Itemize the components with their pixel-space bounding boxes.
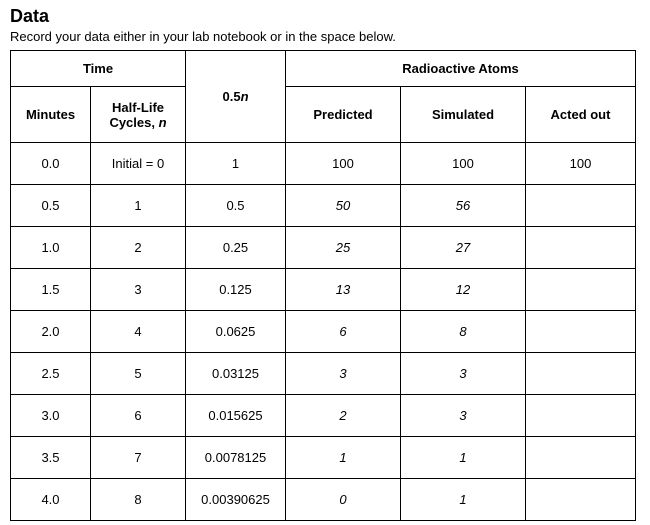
cell-minutes: 1.5 [11, 269, 91, 311]
header-time-group: Time [11, 51, 186, 87]
cell-predicted: 50 [286, 185, 401, 227]
table-row: 0.0Initial = 01100100100 [11, 143, 636, 185]
cell-predicted: 2 [286, 395, 401, 437]
cell-simulated: 27 [401, 227, 526, 269]
cell-simulated: 3 [401, 395, 526, 437]
cell-simulated: 1 [401, 437, 526, 479]
table-row: 3.060.01562523 [11, 395, 636, 437]
cell-predicted: 3 [286, 353, 401, 395]
cell-predicted: 1 [286, 437, 401, 479]
cell-cycles: 5 [91, 353, 186, 395]
cell-simulated: 12 [401, 269, 526, 311]
cell-05n: 1 [186, 143, 286, 185]
header-cycles-line2-italic: n [159, 115, 167, 130]
header-05n: 0.5n [186, 51, 286, 143]
cell-05n: 0.00390625 [186, 479, 286, 521]
table-row: 0.510.55056 [11, 185, 636, 227]
cell-05n: 0.25 [186, 227, 286, 269]
cell-predicted: 13 [286, 269, 401, 311]
cell-minutes: 4.0 [11, 479, 91, 521]
cell-cycles: 3 [91, 269, 186, 311]
cell-cycles: 6 [91, 395, 186, 437]
cell-minutes: 0.0 [11, 143, 91, 185]
cell-simulated: 56 [401, 185, 526, 227]
cell-minutes: 3.5 [11, 437, 91, 479]
cell-acted-out [526, 353, 636, 395]
cell-05n: 0.015625 [186, 395, 286, 437]
cell-predicted: 25 [286, 227, 401, 269]
header-minutes: Minutes [11, 87, 91, 143]
cell-simulated: 8 [401, 311, 526, 353]
table-row: 1.530.1251312 [11, 269, 636, 311]
cell-acted-out: 100 [526, 143, 636, 185]
cell-cycles: 7 [91, 437, 186, 479]
cell-05n: 0.5 [186, 185, 286, 227]
table-row: 1.020.252527 [11, 227, 636, 269]
cell-minutes: 0.5 [11, 185, 91, 227]
page-title: Data [10, 6, 640, 27]
header-cycles-line2-pre: Cycles, [109, 115, 158, 130]
table-row: 3.570.007812511 [11, 437, 636, 479]
header-cycles: Half-Life Cycles, n [91, 87, 186, 143]
cell-05n: 0.0078125 [186, 437, 286, 479]
cell-minutes: 3.0 [11, 395, 91, 437]
header-radioactive-group: Radioactive Atoms [286, 51, 636, 87]
cell-predicted: 6 [286, 311, 401, 353]
cell-minutes: 1.0 [11, 227, 91, 269]
cell-acted-out [526, 479, 636, 521]
cell-minutes: 2.0 [11, 311, 91, 353]
header-acted-out: Acted out [526, 87, 636, 143]
cell-minutes: 2.5 [11, 353, 91, 395]
cell-acted-out [526, 311, 636, 353]
cell-acted-out [526, 185, 636, 227]
header-cycles-line1: Half-Life [112, 100, 164, 115]
cell-simulated: 3 [401, 353, 526, 395]
cell-simulated: 100 [401, 143, 526, 185]
cell-predicted: 0 [286, 479, 401, 521]
cell-05n: 0.0625 [186, 311, 286, 353]
table-row: 4.080.0039062501 [11, 479, 636, 521]
cell-predicted: 100 [286, 143, 401, 185]
page-subtitle: Record your data either in your lab note… [10, 29, 640, 44]
data-table: Time 0.5n Radioactive Atoms Minutes Half… [10, 50, 636, 521]
cell-cycles: 4 [91, 311, 186, 353]
header-05n-italic: n [241, 89, 249, 104]
cell-acted-out [526, 227, 636, 269]
cell-05n: 0.03125 [186, 353, 286, 395]
cell-cycles: Initial = 0 [91, 143, 186, 185]
cell-cycles: 2 [91, 227, 186, 269]
header-05n-pre: 0.5 [222, 89, 240, 104]
cell-acted-out [526, 437, 636, 479]
cell-acted-out [526, 395, 636, 437]
cell-simulated: 1 [401, 479, 526, 521]
cell-05n: 0.125 [186, 269, 286, 311]
header-simulated: Simulated [401, 87, 526, 143]
table-row: 2.040.062568 [11, 311, 636, 353]
table-row: 2.550.0312533 [11, 353, 636, 395]
cell-cycles: 8 [91, 479, 186, 521]
header-predicted: Predicted [286, 87, 401, 143]
cell-acted-out [526, 269, 636, 311]
cell-cycles: 1 [91, 185, 186, 227]
